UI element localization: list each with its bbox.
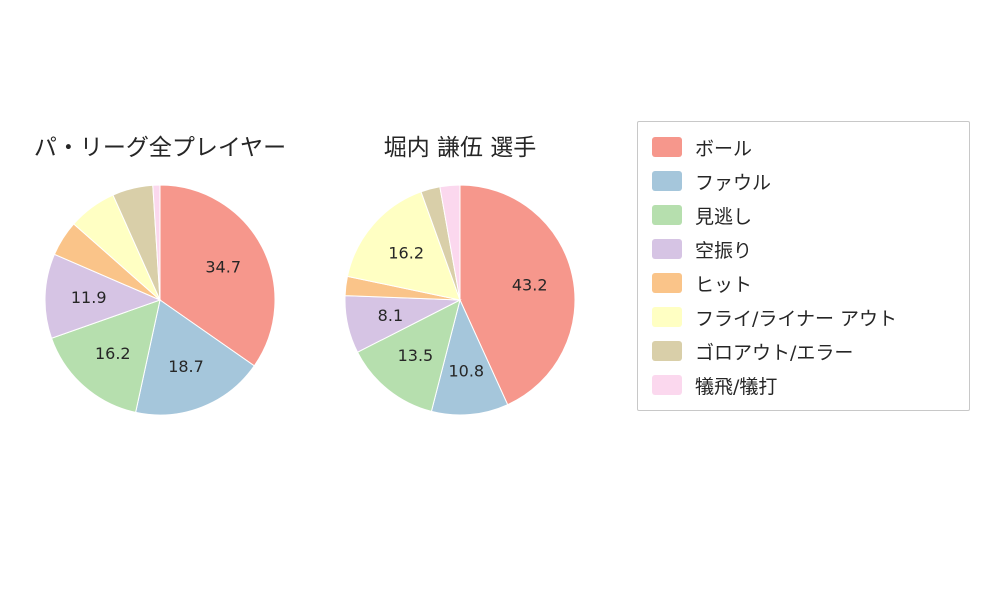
legend-swatch: [652, 137, 682, 157]
legend: ボールファウル見逃し空振りヒットフライ/ライナー アウト ゴロアウト/エラー 犠飛/…: [637, 121, 970, 411]
legend-label: ゴロアウト/エラー: [695, 341, 854, 364]
legend-label: ヒット: [695, 273, 753, 296]
pie-slice: [356, 299, 461, 412]
pie-slice: [439, 184, 461, 301]
pie-slice: [135, 299, 255, 416]
legend-item: ボール: [652, 134, 959, 160]
legend-item: ゴロアウト/エラー: [652, 338, 959, 364]
legend-swatch: [652, 205, 682, 225]
pie-slice: [159, 184, 276, 367]
legend-swatch: [652, 307, 682, 327]
slice-value-label: 34.7: [205, 258, 241, 277]
chart-title-player: 堀内 謙伍 選手: [383, 135, 537, 161]
legend-label: フライ/ライナー アウト: [695, 307, 898, 330]
legend-swatch: [652, 239, 682, 259]
slice-value-label: 18.7: [168, 357, 204, 376]
legend-label: ボール: [695, 137, 753, 160]
pie-slice: [346, 191, 461, 301]
pie-slice: [430, 298, 509, 416]
legend-item: 見逃し: [652, 202, 959, 228]
legend-label: ファウル: [695, 171, 772, 194]
legend-label: 犠飛/犠打: [695, 375, 778, 398]
legend-swatch: [652, 273, 682, 293]
pie-chart-player: 43.2 10.8 13.5 8.1 16.2: [344, 184, 576, 416]
pie-slice: [50, 299, 161, 413]
slice-value-label: 8.1: [378, 306, 403, 325]
legend-label: 見逃し: [695, 205, 753, 228]
pie-slice: [152, 184, 161, 301]
chart-title-league: パ・リーグ全プレイヤー: [33, 135, 287, 161]
legend-item: ヒット: [652, 270, 959, 296]
legend-item: フライ/ライナー アウト: [652, 304, 959, 330]
legend-item: ファウル: [652, 168, 959, 194]
pie-chart-league: 34.7 18.7 16.2 11.9: [44, 184, 276, 416]
pie-slice: [44, 253, 162, 339]
legend-swatch: [652, 341, 682, 361]
slice-value-label: 11.9: [71, 288, 107, 307]
legend-swatch: [652, 375, 682, 395]
slice-value-label: 16.2: [388, 244, 424, 263]
slice-value-label: 13.5: [398, 346, 434, 365]
legend-item: 空振り: [652, 236, 959, 262]
slice-value-label: 16.2: [95, 344, 131, 363]
legend-item: 犠飛/犠打: [652, 372, 959, 398]
pie-slice: [459, 184, 576, 406]
slice-value-label: 10.8: [448, 362, 484, 381]
legend-label: 空振り: [695, 239, 753, 262]
legend-swatch: [652, 171, 682, 191]
slice-value-label: 43.2: [512, 275, 548, 294]
